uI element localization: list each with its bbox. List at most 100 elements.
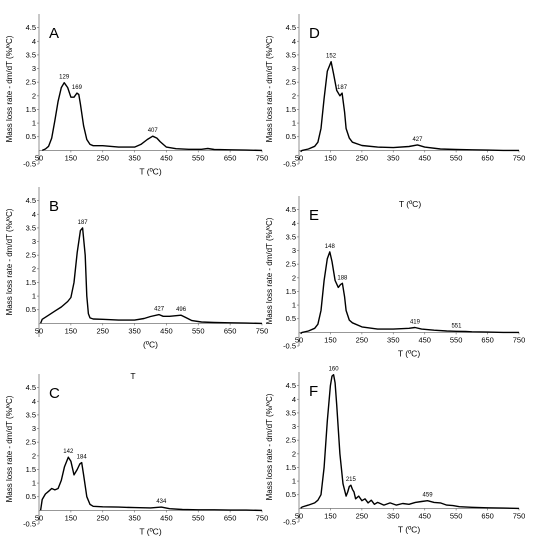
x-tick-label: 50 — [295, 153, 303, 162]
peak-label: 427 — [154, 307, 165, 313]
y-tick-label: 1.5 — [286, 287, 296, 296]
x-axis-label: T (ºC) — [398, 348, 420, 358]
x-tick-label: 50 — [295, 511, 303, 520]
x-tick-label: 150 — [324, 511, 337, 520]
y-tick-label: 4 — [292, 219, 296, 228]
x-tick-label: 550 — [192, 513, 205, 522]
peak-label: 142 — [63, 449, 74, 455]
panel-d: -0.5 0.5 1 1.5 2 2.5 3 3.5 4 4.5 50 150 250 350 450 550… — [265, 14, 525, 169]
x-tick-label: 250 — [96, 513, 109, 522]
y-tick-label: 4.5 — [286, 381, 296, 390]
peak-label: 152 — [326, 54, 337, 60]
y-tick-label: 1.5 — [26, 278, 36, 287]
y-tick-label: 1.5 — [26, 465, 36, 474]
x-tick-label: 750 — [513, 511, 526, 520]
y-tick-label: 0.5 — [286, 314, 296, 323]
panel-b: 0.5 1 1.5 2 2.5 3 3.5 4 4.5 50 150 250 350 450 550 650 7… — [5, 187, 268, 349]
y-tick-label: 4.5 — [26, 383, 36, 392]
peak-label: 184 — [77, 455, 88, 461]
peak-label: 427 — [412, 137, 423, 143]
y-tick-label: 4 — [32, 210, 36, 219]
y-tick-label: 4 — [32, 37, 36, 46]
peak-label: 148 — [325, 244, 336, 250]
y-tick-label: -0.5 — [23, 520, 36, 529]
x-tick-label: 350 — [128, 326, 141, 335]
y-tick-label: 0.5 — [26, 492, 36, 501]
x-tick-label: 450 — [418, 153, 431, 162]
x-tick-label: 350 — [387, 511, 400, 520]
x-tick-label: 50 — [35, 153, 43, 162]
x-axis-label: T (ºC) — [398, 524, 420, 534]
peak-label: 169 — [72, 85, 83, 91]
peak-label: 407 — [148, 128, 159, 134]
x-tick-label: 350 — [387, 153, 400, 162]
x-tick-label: 450 — [160, 513, 173, 522]
peak-label: 496 — [176, 307, 187, 313]
series-line — [300, 374, 520, 510]
y-tick-label: 2.5 — [26, 438, 36, 447]
y-tick-label: 2 — [32, 451, 36, 460]
x-tick-label: 250 — [96, 153, 109, 162]
x-tick-label: 550 — [450, 153, 463, 162]
x-tick-label: 50 — [35, 513, 43, 522]
y-tick-label: 1 — [32, 119, 36, 128]
x-tick-label: 250 — [356, 153, 369, 162]
y-tick-label: -0.5 — [283, 342, 296, 351]
y-tick-label: 4.5 — [26, 23, 36, 32]
x-tick-label: 550 — [192, 153, 205, 162]
y-tick-label: 3.5 — [286, 232, 296, 241]
y-tick-label: 3.5 — [26, 223, 36, 232]
panel-label: C — [49, 385, 60, 402]
peak-label: 187 — [78, 220, 89, 226]
x-tick-label: 450 — [418, 335, 431, 344]
y-tick-label: 2.5 — [286, 260, 296, 269]
y-axis-label: Mass loss rate - dm/dT (%/ºC) — [5, 208, 14, 315]
y-tick-label: 2.5 — [286, 78, 296, 87]
series-line — [300, 251, 519, 335]
y-tick-label: -0.5 — [23, 160, 36, 169]
y-tick-label: 0.5 — [286, 132, 296, 141]
y-axis-label: Mass loss rate - dm/dT (%/ºC) — [265, 393, 274, 500]
y-tick-label: 2 — [292, 273, 296, 282]
x-axis-label: T (ºC) — [139, 526, 161, 536]
y-tick-label: 2.5 — [286, 436, 296, 445]
x-tick-label: 450 — [160, 153, 173, 162]
y-tick-label: 0.5 — [26, 305, 36, 314]
y-tick-label: 1 — [292, 119, 296, 128]
x-tick-label: 750 — [256, 153, 269, 162]
x-tick-label: 150 — [65, 326, 78, 335]
peak-label: 187 — [337, 85, 348, 91]
x-tick-label: 150 — [324, 335, 337, 344]
x-tick-label: 150 — [324, 153, 337, 162]
y-tick-label: 1.5 — [26, 105, 36, 114]
y-tick-label: 3 — [292, 64, 296, 73]
x-tick-label: 350 — [128, 513, 141, 522]
x-tick-label: 150 — [65, 153, 78, 162]
panel-f: -0.5 0.5 1 1.5 2 2.5 3 3.5 4 4.5 50 150 250 350 450 550… — [265, 367, 525, 535]
y-tick-label: 1 — [292, 301, 296, 310]
x-tick-label: 50 — [35, 326, 43, 335]
y-tick-label: 4.5 — [286, 23, 296, 32]
y-tick-label: 4.5 — [26, 196, 36, 205]
y-tick-label: 3 — [292, 246, 296, 255]
y-axis-label: Mass loss rate - dm/dT (%/ºC) — [265, 35, 274, 142]
peak-label: 459 — [423, 493, 434, 499]
panel-a: -0.5 0.5 1 1.5 2 2.5 3 3.5 4 4.5 50 150 250 350 450 550… — [5, 14, 268, 176]
peak-label: 551 — [451, 323, 462, 329]
peak-label: 129 — [59, 75, 70, 81]
y-tick-label: 1.5 — [286, 105, 296, 114]
y-axis-label: Mass loss rate - dm/dT (%/ºC) — [265, 217, 274, 324]
x-tick-label: 450 — [160, 326, 173, 335]
y-tick-label: 0.5 — [26, 132, 36, 141]
panel-label: F — [309, 383, 318, 400]
x-tick-label: 50 — [295, 335, 303, 344]
x-tick-label: 750 — [256, 513, 269, 522]
y-tick-label: 1 — [292, 477, 296, 486]
x-tick-label: 650 — [481, 153, 494, 162]
y-tick-label: 2 — [32, 91, 36, 100]
x-tick-label: 550 — [450, 335, 463, 344]
x-tick-label: 650 — [224, 513, 237, 522]
x-tick-label: 350 — [387, 335, 400, 344]
x-tick-label: 750 — [513, 335, 526, 344]
x-tick-label: 650 — [481, 511, 494, 520]
